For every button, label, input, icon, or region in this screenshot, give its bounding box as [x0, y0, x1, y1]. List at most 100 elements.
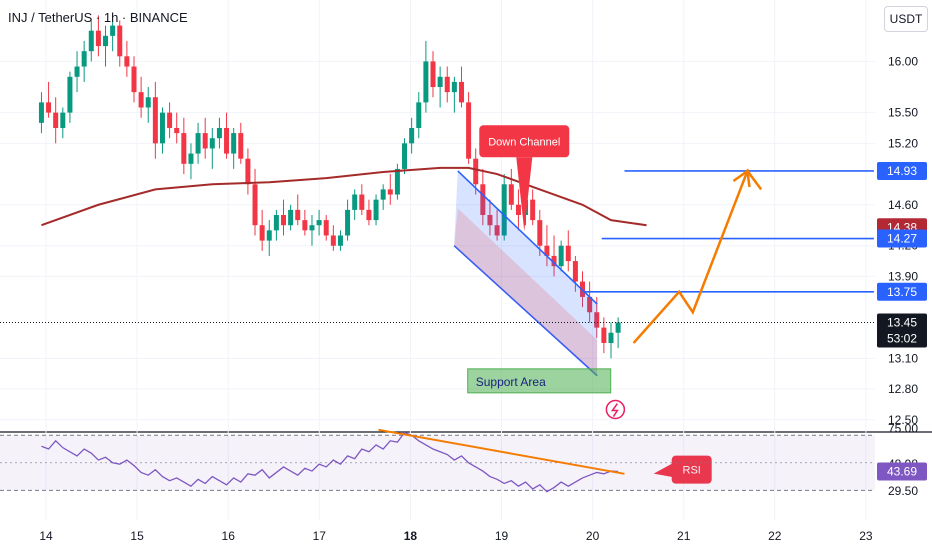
candle-body — [224, 127, 230, 154]
time-tick-label: 18 — [404, 529, 418, 543]
price-tick-label: 15.50 — [888, 106, 918, 120]
candle-body — [88, 30, 94, 52]
candle-body — [124, 56, 130, 67]
candle-body — [487, 215, 493, 226]
candle-body — [152, 97, 158, 144]
candle-body — [103, 35, 109, 47]
time-tick-label: 21 — [677, 529, 691, 543]
candle-body — [316, 220, 322, 226]
down-channel-callout-pointer — [516, 157, 533, 232]
down-channel-fill — [454, 170, 598, 376]
candle-body — [394, 168, 400, 195]
candle-body — [601, 327, 607, 343]
down-channel-lower-shade — [454, 208, 598, 376]
candle-body — [466, 102, 472, 159]
candle-body — [209, 138, 215, 149]
rsi-tick-label: 75.00 — [888, 421, 918, 435]
candle-body — [380, 189, 386, 200]
price-tick-label: 16.00 — [888, 54, 918, 68]
candle-body — [508, 184, 514, 205]
price-axis-label: 14.27 — [877, 229, 927, 248]
time-tick-label: 15 — [130, 529, 144, 543]
price-tick-label: 14.60 — [888, 198, 918, 212]
candle-body — [67, 76, 73, 113]
down-channel-upper-line — [457, 170, 598, 305]
price-tick-label: 15.20 — [888, 136, 918, 150]
candle-body — [174, 127, 180, 134]
candle-body — [352, 194, 358, 210]
candle-body — [587, 296, 593, 313]
candle-body — [323, 220, 329, 236]
rsi-trendline — [378, 428, 625, 475]
time-tick-label: 23 — [859, 529, 873, 543]
candle-body — [387, 189, 393, 195]
projection-arrowhead — [732, 168, 751, 188]
support-area-box — [467, 368, 612, 394]
candle-body — [409, 127, 415, 144]
candle-body — [266, 230, 272, 241]
candle-body — [288, 209, 294, 226]
candle-body — [95, 30, 101, 47]
candle-body — [337, 235, 343, 246]
price-label-box — [877, 161, 927, 180]
candle-body — [273, 215, 279, 231]
candle-body — [309, 225, 315, 231]
candle-body — [330, 235, 336, 246]
support-area-label: Support Area — [476, 375, 546, 389]
chart-title: INJ / TetherUS · 1h · BINANCE — [8, 10, 188, 25]
candle-body — [46, 102, 52, 113]
candle-body — [544, 245, 550, 256]
candle-body — [53, 112, 59, 128]
rsi-line — [41, 431, 619, 493]
candle-body — [451, 81, 457, 93]
price-tick-label: 12.80 — [888, 382, 918, 396]
price-label-text: 13.45 — [887, 316, 917, 330]
candle-body — [259, 225, 265, 241]
price-axis-label: 13.45 53:02 — [877, 313, 927, 348]
candle-body — [145, 97, 151, 108]
price-label-box — [877, 313, 927, 348]
candle-body — [373, 199, 379, 221]
candle-body — [551, 255, 557, 267]
candle-body — [38, 102, 44, 123]
candle-body — [195, 133, 201, 154]
candle-body — [345, 209, 351, 236]
time-tick-label: 20 — [586, 529, 600, 543]
candle-body — [138, 92, 144, 108]
candle-body — [366, 209, 372, 221]
price-tick-label: 13.90 — [888, 269, 918, 283]
candle-body — [238, 133, 244, 159]
lightning-icon-bolt — [610, 403, 619, 417]
price-axis-label: 14.93 — [877, 161, 927, 180]
currency-button[interactable]: USDT — [884, 6, 928, 32]
candle-body — [416, 102, 422, 128]
candle-body — [181, 133, 187, 164]
price-label-box — [877, 282, 927, 301]
down-channel-callout-box — [479, 125, 570, 158]
candle-body — [159, 112, 165, 144]
rsi-current-box — [877, 462, 927, 481]
candle-body — [117, 25, 123, 57]
price-tick-label: 12.50 — [888, 413, 918, 427]
time-tick-label: 19 — [495, 529, 509, 543]
down-channel-lower-line — [453, 245, 598, 377]
price-label-countdown: 53:02 — [887, 332, 917, 346]
candle-body — [501, 184, 507, 236]
rsi-callout-pointer — [653, 461, 676, 478]
candle-body — [444, 76, 450, 93]
candle-body — [252, 184, 258, 226]
candle-body — [402, 143, 408, 169]
projection-arrow-path — [632, 168, 763, 344]
candle-body — [530, 199, 536, 221]
time-tick-label: 16 — [222, 529, 236, 543]
candle-body — [167, 112, 173, 128]
candle-body — [202, 133, 208, 149]
candle-body — [458, 81, 464, 103]
price-label-text: 14.27 — [887, 232, 917, 246]
candle-body — [216, 127, 222, 139]
rsi-current-value: 43.69 — [887, 464, 917, 478]
candle-body — [188, 153, 194, 164]
time-tick-label: 22 — [768, 529, 782, 543]
down-channel-callout-text: Down Channel — [488, 136, 560, 148]
